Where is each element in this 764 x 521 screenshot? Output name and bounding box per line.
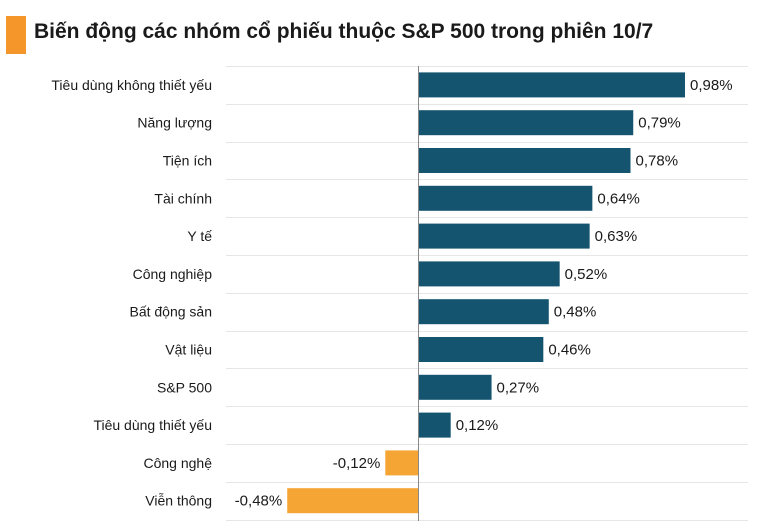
category-label: Y tế: [187, 228, 212, 244]
category-label: Bất động sản: [129, 304, 212, 320]
value-label: 0,63%: [595, 228, 638, 245]
value-label: 0,78%: [636, 153, 679, 170]
bar: [418, 110, 634, 136]
value-label: 0,27%: [497, 379, 540, 396]
category-label: Công nghiệp: [133, 266, 213, 282]
value-label: 0,52%: [565, 266, 608, 283]
bar: [418, 223, 590, 249]
category-label: Viễn thông: [145, 493, 212, 509]
bar: [418, 72, 685, 98]
value-label: -0,48%: [235, 493, 283, 510]
title-accent-bar: [6, 16, 26, 54]
value-label: 0,64%: [597, 190, 640, 207]
value-label: -0,12%: [333, 455, 381, 472]
value-label: 0,48%: [554, 304, 597, 321]
bar: [418, 185, 593, 211]
chart-title: Biến động các nhóm cổ phiếu thuộc S&P 50…: [34, 20, 654, 43]
category-label: S&P 500: [157, 379, 212, 395]
category-label: Tài chính: [154, 190, 212, 206]
category-label: Tiêu dùng không thiết yếu: [51, 77, 212, 93]
value-label: 0,79%: [638, 115, 681, 132]
bar: [418, 374, 492, 400]
category-label: Tiện ích: [163, 153, 212, 169]
bar: [287, 488, 418, 514]
bar: [418, 148, 631, 173]
bar: [418, 261, 560, 287]
bar: [418, 299, 549, 325]
category-label: Công nghệ: [143, 455, 212, 471]
value-label: 0,98%: [690, 77, 733, 94]
bar: [418, 337, 544, 362]
category-label: Năng lượng: [137, 115, 212, 131]
category-label: Tiêu dùng thiết yếu: [93, 417, 212, 433]
value-label: 0,46%: [548, 342, 591, 359]
value-label: 0,12%: [456, 417, 499, 434]
bar: [418, 412, 451, 438]
category-label: Vật liệu: [165, 342, 212, 358]
bar: [385, 450, 418, 476]
